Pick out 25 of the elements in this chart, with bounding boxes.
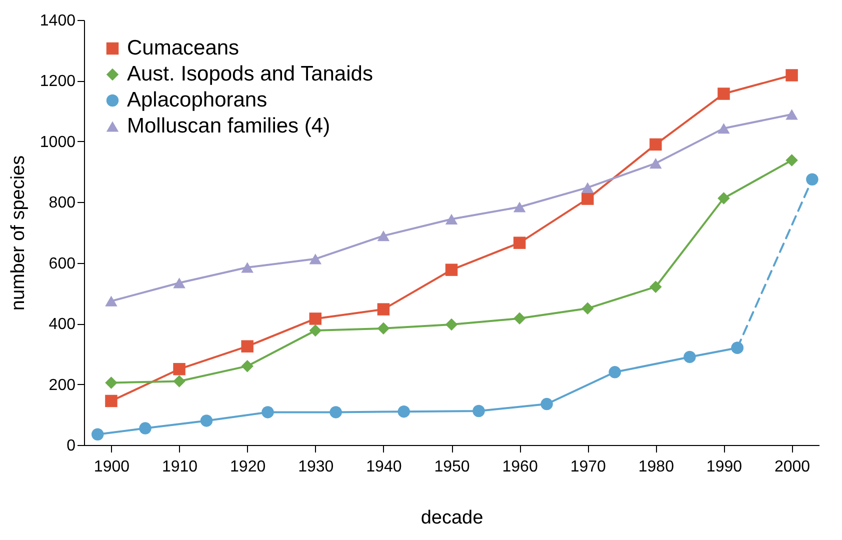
- legend-label: Molluscan families (4): [127, 114, 330, 138]
- x-axis-title: decade: [420, 508, 484, 528]
- y-tick-label: 800: [48, 194, 76, 212]
- x-tick-label: 1990: [706, 458, 742, 476]
- y-axis-title: number of species: [8, 155, 29, 311]
- legend-label: Aplacophorans: [127, 88, 268, 112]
- y-tick-label: 1400: [40, 12, 76, 30]
- x-tick-label: 1970: [570, 458, 606, 476]
- legend-label: Aust. Isopods and Tanaids: [127, 62, 373, 86]
- x-tick-label: 1900: [94, 458, 130, 476]
- y-tick-label: 200: [48, 376, 76, 394]
- x-tick-label: 1950: [434, 458, 470, 476]
- y-tick-label: 1000: [40, 134, 76, 151]
- y-tick-label: 1200: [40, 73, 76, 90]
- x-tick-label: 1930: [298, 458, 334, 476]
- y-tick-label: 0: [66, 438, 76, 454]
- y-tick-label: 400: [48, 316, 76, 334]
- x-tick-label: 1980: [638, 458, 674, 476]
- y-tick-label: 600: [48, 255, 76, 272]
- legend-label: Cumaceans: [127, 36, 240, 60]
- x-tick-label: 1960: [502, 458, 538, 476]
- x-tick-label: 1910: [162, 458, 198, 476]
- x-tick-label: 2000: [774, 458, 810, 476]
- x-tick-label: 1940: [366, 458, 402, 476]
- x-tick-label: 1920: [230, 458, 266, 476]
